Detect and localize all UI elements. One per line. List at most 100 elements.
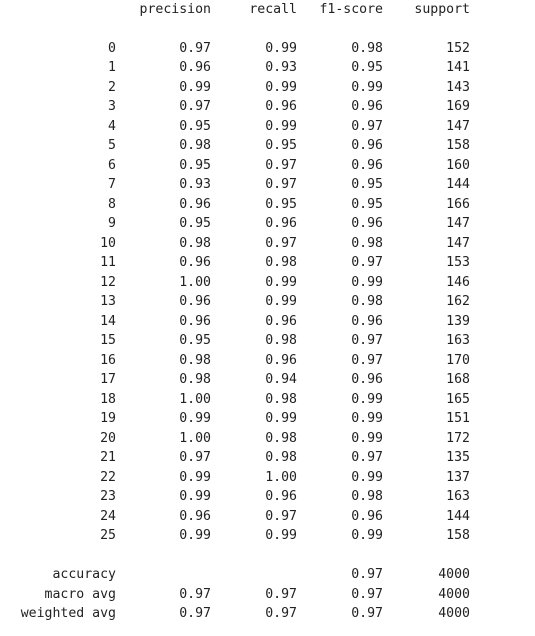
support-value: 158 bbox=[446, 528, 470, 543]
f1-score-value: 0.97 bbox=[351, 567, 383, 582]
precision-value: 0.97 bbox=[179, 606, 211, 621]
precision-value: 1.00 bbox=[179, 391, 211, 407]
row-label: 19 bbox=[100, 411, 116, 426]
row-label: 8 bbox=[108, 196, 116, 212]
row-label: 14 bbox=[100, 313, 116, 329]
summary-row: weighted avg 0.97 0.97 0.97 4000 bbox=[0, 604, 535, 624]
support-value: 163 bbox=[446, 333, 470, 348]
header-precision: precision bbox=[139, 2, 211, 17]
precision-value: 0.96 bbox=[179, 196, 211, 212]
recall-value: 0.98 bbox=[265, 333, 297, 348]
support-value: 144 bbox=[446, 508, 470, 524]
header-f1-score: f1-score bbox=[319, 2, 383, 17]
class-row: 16 0.98 0.96 0.97 170 bbox=[0, 351, 535, 371]
class-row: 5 0.98 0.95 0.96 158 bbox=[0, 136, 535, 156]
row-label: 4 bbox=[108, 118, 116, 134]
row-label: 12 bbox=[100, 274, 116, 290]
class-row: 1 0.96 0.93 0.95 141 bbox=[0, 58, 535, 78]
precision-value: 0.95 bbox=[179, 333, 211, 348]
row-label: 10 bbox=[100, 235, 116, 251]
class-row: 13 0.96 0.99 0.98 162 bbox=[0, 292, 535, 312]
support-value: 144 bbox=[446, 177, 470, 192]
f1-score-value: 0.99 bbox=[351, 469, 383, 485]
recall-value: 0.97 bbox=[265, 508, 297, 524]
class-row: 4 0.95 0.99 0.97 147 bbox=[0, 117, 535, 137]
class-row: 22 0.99 1.00 0.99 137 bbox=[0, 468, 535, 488]
f1-score-value: 0.96 bbox=[351, 157, 383, 173]
f1-score-value: 0.96 bbox=[351, 372, 383, 387]
f1-score-value: 0.96 bbox=[351, 216, 383, 231]
f1-score-value: 0.98 bbox=[351, 489, 383, 504]
support-value: 168 bbox=[446, 372, 470, 387]
precision-value: 0.96 bbox=[179, 508, 211, 524]
summary-row: macro avg 0.97 0.97 0.97 4000 bbox=[0, 585, 535, 605]
header-row: precision recall f1-score support bbox=[0, 0, 535, 20]
row-label: 22 bbox=[100, 469, 116, 485]
f1-score-value: 0.99 bbox=[351, 274, 383, 290]
row-label: 11 bbox=[100, 255, 116, 270]
class-row: 0 0.97 0.99 0.98 152 bbox=[0, 39, 535, 59]
row-label: 6 bbox=[108, 157, 116, 173]
recall-value: 0.95 bbox=[265, 138, 297, 153]
row-label: 18 bbox=[100, 391, 116, 407]
precision-value: 0.95 bbox=[179, 118, 211, 134]
support-value: 153 bbox=[446, 255, 470, 270]
recall-value: 0.95 bbox=[265, 196, 297, 212]
f1-score-value: 0.98 bbox=[351, 235, 383, 251]
recall-value: 1.00 bbox=[265, 469, 297, 485]
class-row: 7 0.93 0.97 0.95 144 bbox=[0, 175, 535, 195]
row-label: 21 bbox=[100, 450, 116, 465]
class-row: 2 0.99 0.99 0.99 143 bbox=[0, 78, 535, 98]
row-label: 0 bbox=[108, 40, 116, 56]
f1-score-value: 0.97 bbox=[351, 118, 383, 134]
precision-value: 0.99 bbox=[179, 469, 211, 485]
recall-value: 0.99 bbox=[265, 294, 297, 309]
row-label: 24 bbox=[100, 508, 116, 524]
row-label: 5 bbox=[108, 138, 116, 153]
f1-score-value: 0.99 bbox=[351, 528, 383, 543]
class-row: 24 0.96 0.97 0.96 144 bbox=[0, 507, 535, 527]
recall-value: 0.97 bbox=[265, 606, 297, 621]
precision-value: 0.95 bbox=[179, 216, 211, 231]
row-label: 9 bbox=[108, 216, 116, 231]
f1-score-value: 0.95 bbox=[351, 196, 383, 212]
row-label: 16 bbox=[100, 352, 116, 368]
class-row: 11 0.96 0.98 0.97 153 bbox=[0, 253, 535, 273]
f1-score-value: 0.97 bbox=[351, 450, 383, 465]
precision-value: 0.98 bbox=[179, 372, 211, 387]
f1-score-value: 0.97 bbox=[351, 255, 383, 270]
row-label: accuracy bbox=[52, 567, 116, 582]
class-row: 21 0.97 0.98 0.97 135 bbox=[0, 448, 535, 468]
recall-value: 0.99 bbox=[265, 411, 297, 426]
row-label: 23 bbox=[100, 489, 116, 504]
support-value: 172 bbox=[446, 430, 470, 446]
class-row: 9 0.95 0.96 0.96 147 bbox=[0, 214, 535, 234]
recall-value: 0.96 bbox=[265, 352, 297, 368]
recall-value: 0.96 bbox=[265, 489, 297, 504]
precision-value: 0.96 bbox=[179, 294, 211, 309]
support-value: 166 bbox=[446, 196, 470, 212]
class-row: 19 0.99 0.99 0.99 151 bbox=[0, 409, 535, 429]
support-value: 143 bbox=[446, 79, 470, 95]
precision-value: 0.98 bbox=[179, 138, 211, 153]
f1-score-value: 0.96 bbox=[351, 138, 383, 153]
support-value: 169 bbox=[446, 99, 470, 114]
row-label: 1 bbox=[108, 60, 116, 75]
recall-value: 0.96 bbox=[265, 313, 297, 329]
row-label: 15 bbox=[100, 333, 116, 348]
f1-score-value: 0.96 bbox=[351, 313, 383, 329]
recall-value: 0.96 bbox=[265, 99, 297, 114]
header-support: support bbox=[414, 2, 470, 17]
class-row: 6 0.95 0.97 0.96 160 bbox=[0, 156, 535, 176]
precision-value: 0.96 bbox=[179, 255, 211, 270]
class-row: 23 0.99 0.96 0.98 163 bbox=[0, 487, 535, 507]
class-row: 18 1.00 0.98 0.99 165 bbox=[0, 390, 535, 410]
class-row: 8 0.96 0.95 0.95 166 bbox=[0, 195, 535, 215]
f1-score-value: 0.96 bbox=[351, 508, 383, 524]
precision-value: 0.98 bbox=[179, 352, 211, 368]
support-value: 151 bbox=[446, 411, 470, 426]
recall-value: 0.94 bbox=[265, 372, 297, 387]
support-value: 135 bbox=[446, 450, 470, 465]
support-value: 163 bbox=[446, 489, 470, 504]
